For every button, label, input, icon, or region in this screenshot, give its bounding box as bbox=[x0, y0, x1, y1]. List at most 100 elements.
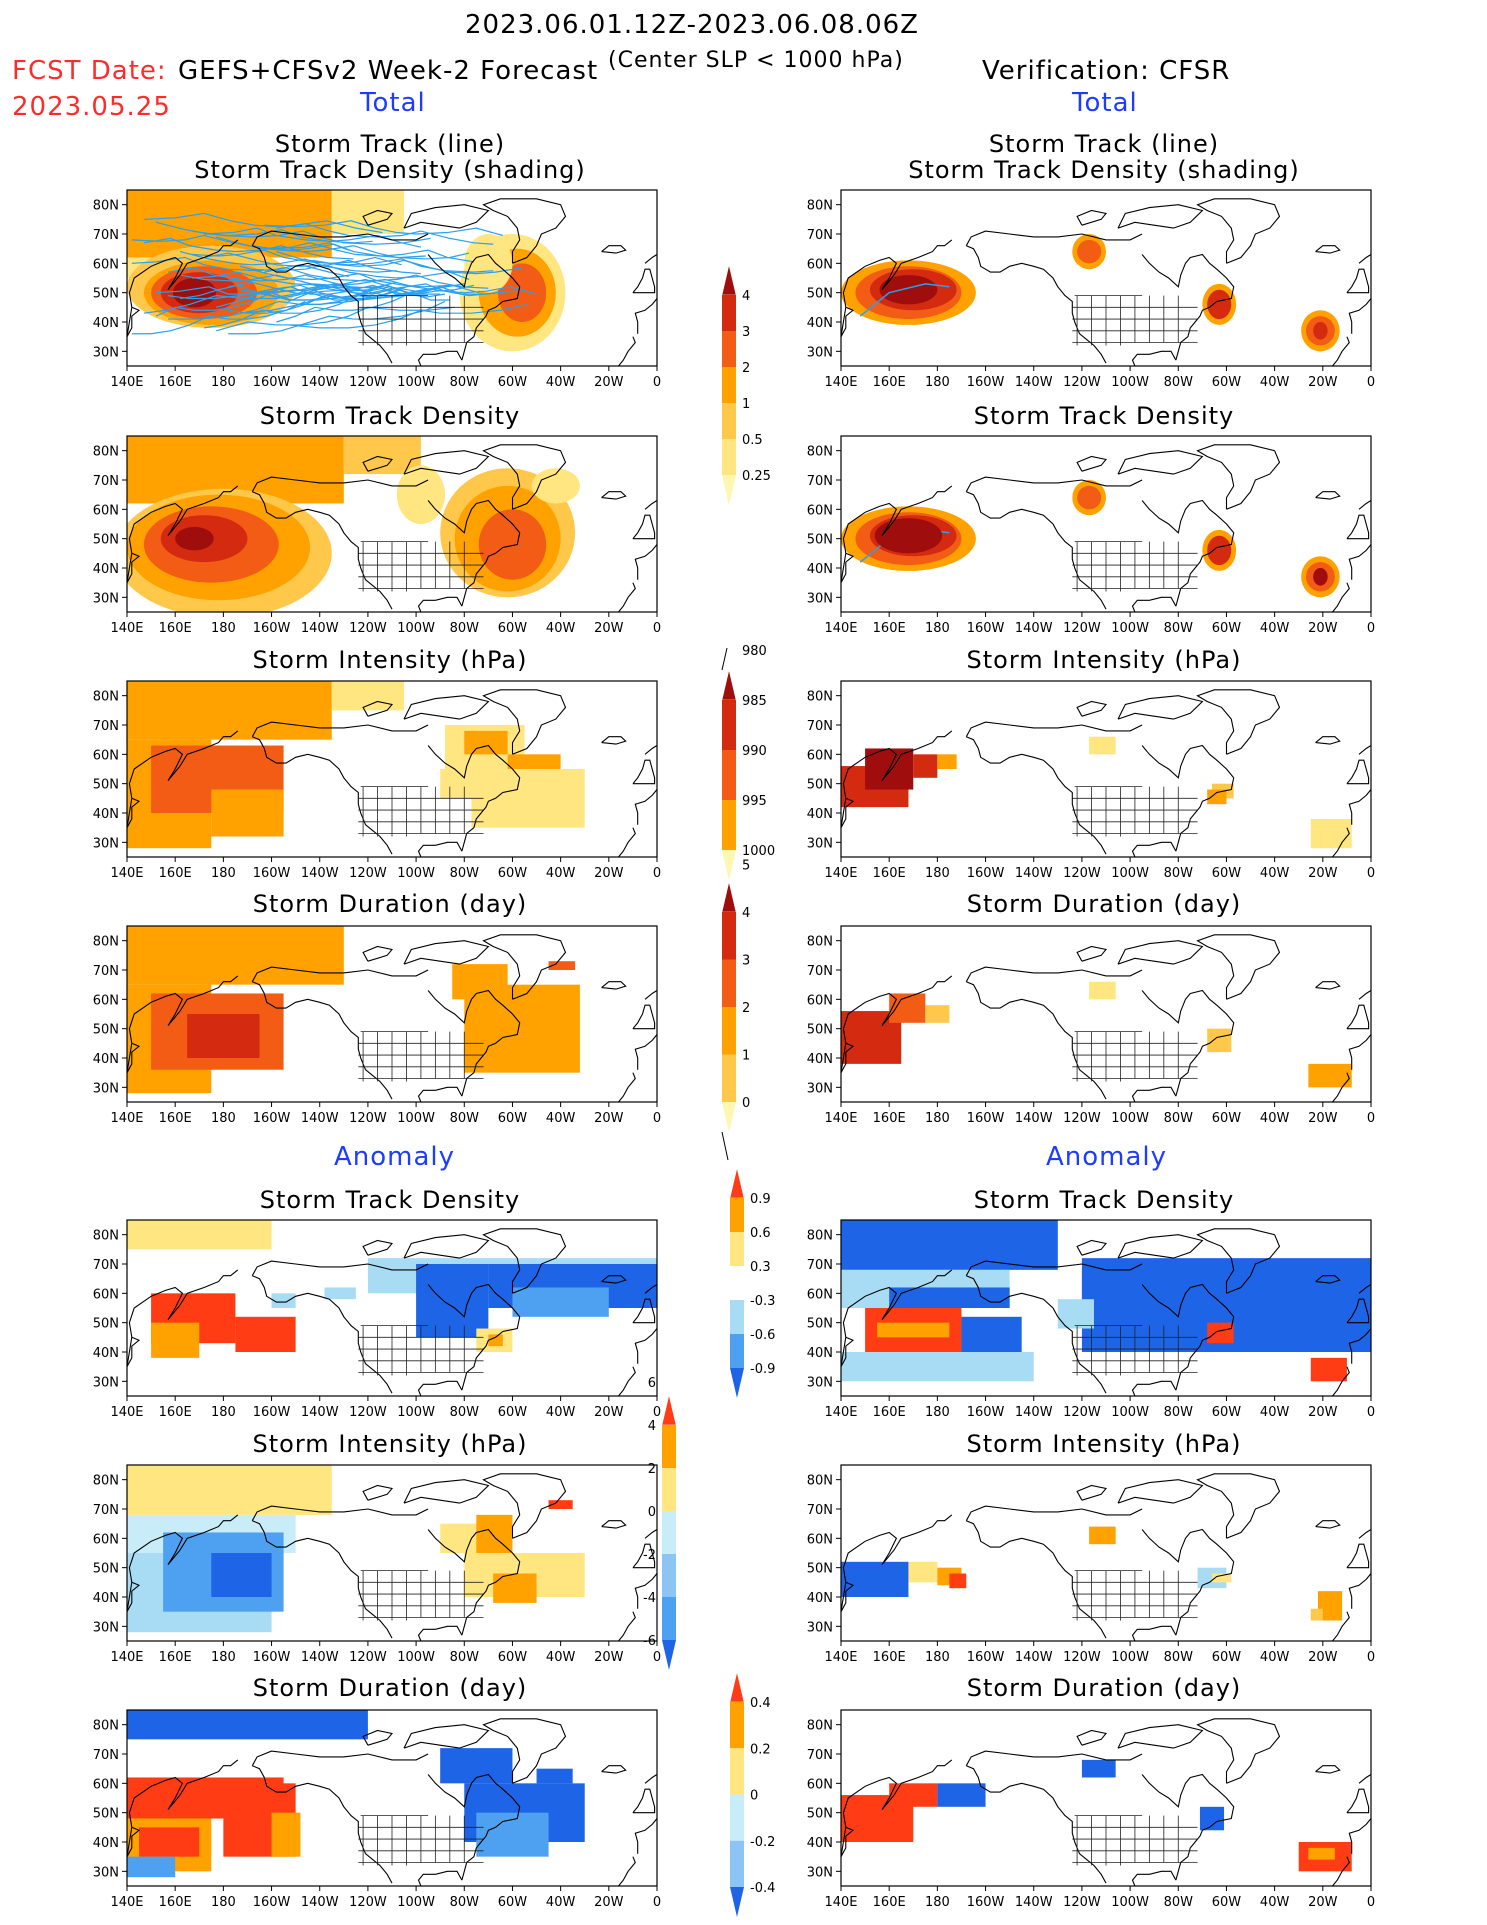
colorbar-density-anom: -0.9-0.6-0.30.30.60.9 bbox=[730, 1168, 775, 1398]
lat-tick-label: 80N bbox=[807, 199, 833, 214]
colorbar-label: -0.3 bbox=[750, 1294, 775, 1309]
lat-tick-label: 70N bbox=[807, 964, 833, 979]
map-panel-R2: 80N 70N 60N 50N 40N 30N 140E 160E 180 160W 140W 120… bbox=[807, 681, 1375, 881]
lon-tick-label: 160W bbox=[967, 621, 1005, 636]
lon-tick-label: 20W bbox=[1308, 375, 1338, 390]
lat-tick-label: 70N bbox=[807, 474, 833, 489]
lon-tick-label: 40W bbox=[546, 621, 576, 636]
lon-tick-label: 0 bbox=[653, 866, 661, 881]
lon-tick-label: 80W bbox=[450, 621, 480, 636]
colorbar-label: 0.3 bbox=[750, 1260, 771, 1275]
lon-tick-label: 140W bbox=[1015, 866, 1053, 881]
lat-tick-label: 50N bbox=[807, 1317, 833, 1332]
lat-tick-label: 80N bbox=[93, 199, 119, 214]
lon-tick-label: 40W bbox=[1260, 1650, 1290, 1665]
colorbar-density-total: 0.250.51234 bbox=[722, 265, 771, 505]
lon-tick-label: 40W bbox=[1260, 1895, 1290, 1910]
lon-tick-label: 0 bbox=[1367, 621, 1375, 636]
lon-tick-label: 120W bbox=[1063, 1405, 1101, 1420]
lon-tick-label: 0 bbox=[653, 1405, 661, 1420]
colorbar-label: 5 bbox=[742, 859, 750, 874]
map-panel-R3: 80N70N60N50N40N30N140E 160E 180 160W 140W 120… bbox=[807, 926, 1375, 1126]
lon-tick-label: 160E bbox=[159, 1895, 192, 1910]
lat-tick-label: 80N bbox=[807, 1474, 833, 1489]
lon-tick-label: 60W bbox=[498, 1895, 528, 1910]
lon-tick-label: 140E bbox=[110, 866, 143, 881]
lat-tick-label: 40N bbox=[93, 1591, 119, 1606]
lat-tick-label: 30N bbox=[93, 345, 119, 360]
colorbar-label: -4 bbox=[643, 1591, 656, 1606]
lon-tick-label: 120W bbox=[349, 1405, 387, 1420]
lat-tick-label: 60N bbox=[807, 1287, 833, 1302]
lon-tick-label: 100W bbox=[397, 1111, 435, 1126]
lon-tick-label: 60W bbox=[498, 621, 528, 636]
lat-tick-label: 70N bbox=[807, 228, 833, 243]
lon-tick-label: 100W bbox=[1111, 1405, 1149, 1420]
map-panel-L0: 80N 70N 60N 50N 40N 30N 140E 160E 180 160W 140W 120… bbox=[93, 190, 661, 390]
lat-tick-label: 40N bbox=[93, 1836, 119, 1851]
colorbar-label: 0 bbox=[750, 1789, 758, 1804]
lat-tick-label: 60N bbox=[807, 993, 833, 1008]
lon-tick-label: 100W bbox=[1111, 866, 1149, 881]
lat-tick-label: 80N bbox=[93, 1229, 119, 1244]
lon-tick-label: 140W bbox=[301, 1111, 339, 1126]
lon-tick-label: 20W bbox=[594, 375, 624, 390]
lon-tick-label: 20W bbox=[594, 1405, 624, 1420]
lon-tick-label: 80W bbox=[1164, 1650, 1194, 1665]
lon-tick-label: 100W bbox=[397, 1405, 435, 1420]
lon-tick-label: 140W bbox=[1015, 1895, 1053, 1910]
lat-tick-label: 40N bbox=[93, 316, 119, 331]
lat-tick-label: 30N bbox=[807, 345, 833, 360]
lon-tick-label: 140E bbox=[110, 1111, 143, 1126]
lon-tick-label: 180 bbox=[925, 375, 950, 390]
lon-tick-label: 160E bbox=[159, 1111, 192, 1126]
lon-tick-label: 180 bbox=[925, 1111, 950, 1126]
lat-tick-label: 50N bbox=[93, 778, 119, 793]
lon-tick-label: 80W bbox=[450, 866, 480, 881]
lon-tick-label: 40W bbox=[1260, 621, 1290, 636]
lat-tick-label: 40N bbox=[807, 1346, 833, 1361]
lon-tick-label: 160W bbox=[253, 1650, 291, 1665]
colorbar-label: 990 bbox=[742, 744, 767, 759]
lon-tick-label: 160E bbox=[159, 621, 192, 636]
lon-tick-label: 120W bbox=[1063, 375, 1101, 390]
lon-tick-label: 140W bbox=[1015, 375, 1053, 390]
lat-tick-label: 30N bbox=[93, 1375, 119, 1390]
lon-tick-label: 160E bbox=[159, 1650, 192, 1665]
lon-tick-label: 160W bbox=[967, 866, 1005, 881]
colorbar-label: -2 bbox=[643, 1548, 656, 1563]
colorbar-label: 2 bbox=[648, 1462, 656, 1477]
lat-tick-label: 40N bbox=[807, 562, 833, 577]
lat-tick-label: 40N bbox=[93, 562, 119, 577]
lon-tick-label: 60W bbox=[1212, 1895, 1242, 1910]
lon-tick-label: 180 bbox=[211, 621, 236, 636]
colorbar-label: 3 bbox=[742, 954, 750, 969]
lon-tick-label: 120W bbox=[349, 1895, 387, 1910]
map-panel-R5: 80N 70N 60N 50N 40N 30N 140E 160E 180 160W 140W 120… bbox=[807, 1465, 1375, 1665]
lon-tick-label: 160E bbox=[873, 1405, 906, 1420]
lon-tick-label: 80W bbox=[1164, 375, 1194, 390]
lon-tick-label: 20W bbox=[1308, 1405, 1338, 1420]
colorbar-label: 0.2 bbox=[750, 1742, 771, 1757]
lon-tick-label: 100W bbox=[397, 866, 435, 881]
map-panel-R4: 80N70N60N50N40N30N140E 160E 180 160W 140W 120… bbox=[807, 1220, 1375, 1420]
colorbar-label: 1 bbox=[742, 397, 750, 412]
lat-tick-label: 60N bbox=[93, 748, 119, 763]
lon-tick-label: 140W bbox=[301, 1895, 339, 1910]
lat-tick-label: 60N bbox=[807, 503, 833, 518]
lon-tick-label: 160E bbox=[873, 1895, 906, 1910]
lon-tick-label: 140E bbox=[824, 1650, 857, 1665]
lon-tick-label: 160E bbox=[159, 375, 192, 390]
lon-tick-label: 80W bbox=[450, 1111, 480, 1126]
lon-tick-label: 120W bbox=[349, 1650, 387, 1665]
lat-tick-label: 30N bbox=[93, 591, 119, 606]
lon-tick-label: 0 bbox=[653, 621, 661, 636]
lon-tick-label: 140E bbox=[110, 621, 143, 636]
lat-tick-label: 40N bbox=[807, 1836, 833, 1851]
lon-tick-label: 160W bbox=[967, 375, 1005, 390]
lat-tick-label: 30N bbox=[807, 1865, 833, 1880]
lon-tick-label: 160W bbox=[253, 1895, 291, 1910]
colorbar-label: -0.2 bbox=[750, 1835, 775, 1850]
colorbar-label: 985 bbox=[742, 694, 767, 709]
lat-tick-label: 30N bbox=[807, 836, 833, 851]
